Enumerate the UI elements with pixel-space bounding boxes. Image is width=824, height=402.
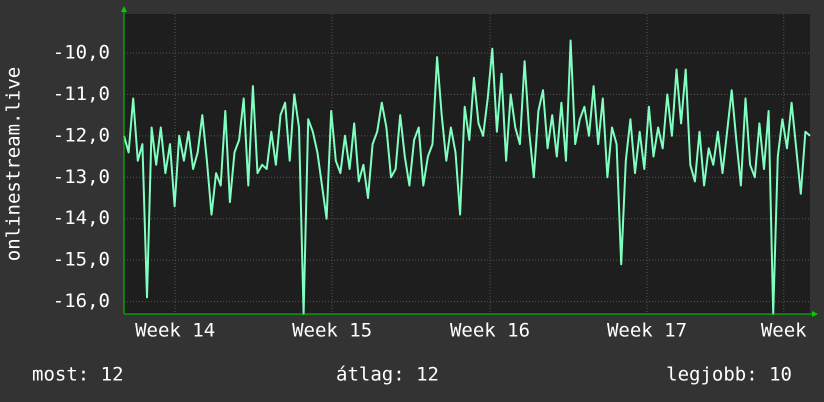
stat-current: most: 12: [32, 364, 124, 386]
y-axis-label: onlinestream.live: [3, 67, 25, 261]
data-line: [123, 39, 811, 315]
x-tick-label: Week 16: [450, 320, 530, 342]
y-tick-label: -13,0: [53, 166, 110, 188]
y-tick-label: -12,0: [53, 124, 110, 146]
y-tick-label: -16,0: [53, 290, 110, 312]
y-tick-label: -15,0: [53, 249, 110, 271]
x-tick-label: Week 15: [292, 320, 372, 342]
y-tick-label: -11,0: [53, 83, 110, 105]
y-tick-label: -10,0: [53, 41, 110, 63]
axis-arrow: [121, 6, 127, 12]
stat-best: legjobb: 10: [666, 364, 792, 386]
y-tick-label: -14,0: [53, 207, 110, 229]
x-tick-label: Week: [761, 320, 807, 342]
x-tick-label: Week 17: [607, 320, 687, 342]
x-tick-label: Week 14: [135, 320, 215, 342]
stat-average: átlag: 12: [336, 364, 439, 386]
axis-arrow: [812, 311, 818, 317]
